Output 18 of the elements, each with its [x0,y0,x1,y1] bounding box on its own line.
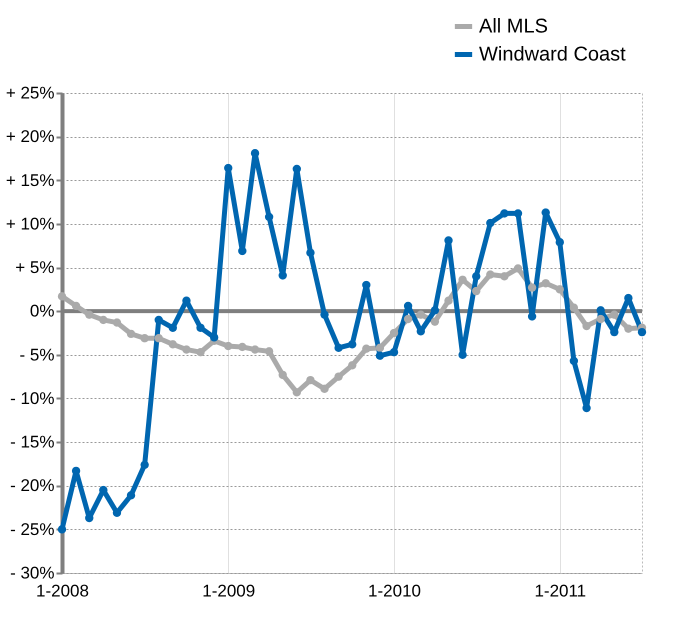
y-tick-label: - 5% [20,345,54,364]
y-tick-label: - 30% [10,564,54,582]
legend-label: Windward Coast [479,44,626,66]
y-tick-label: + 25% [6,84,54,102]
x-tick-label: 1-2010 [368,582,421,600]
x-tick-label: 1-2009 [202,582,256,600]
y-tick-label: 0% [30,302,54,321]
y-tick-label: + 10% [6,214,54,234]
y-tick-label: - 15% [10,432,54,452]
y-tick-label: + 5% [15,258,54,278]
y-tick-label: - 10% [10,388,54,408]
y-tick-label: - 20% [10,476,54,496]
x-tick-label: 1-2011 [534,582,586,600]
x-tick-label: 1-2008 [36,582,89,600]
y-tick-label: + 20% [6,127,54,146]
y-tick-label: - 25% [10,520,54,539]
y-tick-label: + 15% [6,170,54,190]
legend-label: All MLS [479,16,548,38]
